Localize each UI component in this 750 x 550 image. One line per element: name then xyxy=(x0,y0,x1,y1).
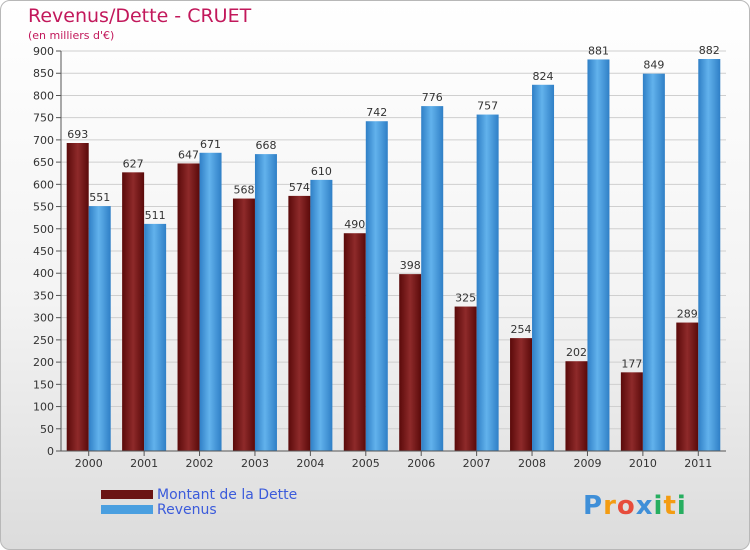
data-label-revenus: 668 xyxy=(255,139,276,152)
data-label-revenus: 824 xyxy=(533,70,554,83)
data-label-dette: 490 xyxy=(344,218,365,231)
data-label-revenus: 776 xyxy=(422,91,443,104)
data-label-dette: 202 xyxy=(566,346,587,359)
y-tick-label: 300 xyxy=(33,312,54,325)
data-label-dette: 647 xyxy=(178,148,199,161)
bar-revenus xyxy=(88,206,111,451)
bar-revenus xyxy=(254,154,277,451)
legend-label-debt: Montant de la Dette xyxy=(157,486,298,503)
logo-letter: i xyxy=(653,491,664,521)
data-label-dette: 325 xyxy=(455,292,476,305)
data-label-dette: 177 xyxy=(621,357,642,370)
legend-item-debt: Montant de la Dette xyxy=(101,486,298,503)
y-tick-label: 550 xyxy=(33,201,54,214)
bar-dette xyxy=(177,163,200,451)
data-label-dette: 574 xyxy=(289,181,310,194)
x-tick-label: 2009 xyxy=(573,457,601,470)
bar-dette xyxy=(565,361,588,451)
data-label-revenus: 742 xyxy=(366,106,387,119)
logo-letter: P xyxy=(583,491,604,521)
logo-letter: t xyxy=(663,491,677,521)
x-tick-label: 2011 xyxy=(684,457,712,470)
y-tick-label: 650 xyxy=(33,156,54,169)
x-tick-label: 2006 xyxy=(407,457,435,470)
y-tick-label: 350 xyxy=(33,289,54,302)
data-label-dette: 289 xyxy=(677,308,698,321)
bar-revenus xyxy=(421,106,444,451)
bar-revenus xyxy=(365,121,388,451)
y-tick-label: 500 xyxy=(33,223,54,236)
x-tick-label: 2010 xyxy=(629,457,657,470)
logo-letter: x xyxy=(635,491,654,521)
data-label-dette: 693 xyxy=(67,128,88,141)
bar-dette xyxy=(676,322,699,451)
x-tick-label: 2000 xyxy=(75,457,103,470)
bar-revenus xyxy=(144,223,167,451)
legend-swatch-revenus xyxy=(101,505,153,514)
y-tick-label: 900 xyxy=(33,45,54,58)
y-tick-label: 400 xyxy=(33,267,54,280)
data-label-dette: 254 xyxy=(511,323,532,336)
bar-dette xyxy=(454,306,477,451)
data-label-revenus: 511 xyxy=(145,209,166,222)
y-tick-label: 800 xyxy=(33,89,54,102)
data-label-revenus: 610 xyxy=(311,165,332,178)
x-tick-label: 2001 xyxy=(130,457,158,470)
bar-revenus xyxy=(642,73,665,452)
bar-revenus xyxy=(310,179,333,451)
y-tick-label: 150 xyxy=(33,378,54,391)
y-tick-label: 0 xyxy=(47,445,54,458)
legend: Montant de la Dette Revenus xyxy=(101,486,298,518)
legend-item-revenus: Revenus xyxy=(101,501,297,518)
bar-dette xyxy=(620,372,643,451)
x-tick-label: 2005 xyxy=(352,457,380,470)
chart-title: Revenus/Dette - CRUET xyxy=(28,5,252,27)
bar-dette xyxy=(343,233,366,451)
y-tick-label: 850 xyxy=(33,67,54,80)
x-tick-label: 2007 xyxy=(463,457,491,470)
y-tick-label: 600 xyxy=(33,178,54,191)
bar-revenus xyxy=(476,114,499,452)
y-tick-label: 100 xyxy=(33,401,54,414)
y-tick-label: 700 xyxy=(33,134,54,147)
legend-swatch-debt xyxy=(101,490,153,499)
bar-dette xyxy=(66,143,89,451)
data-label-dette: 627 xyxy=(123,157,144,170)
data-label-revenus: 882 xyxy=(699,44,720,57)
bar-dette xyxy=(232,198,255,451)
data-label-dette: 398 xyxy=(400,259,421,272)
logo-letter: o xyxy=(616,491,636,521)
y-tick-label: 50 xyxy=(40,423,54,436)
proxiti-logo: Proxiti xyxy=(583,491,687,521)
y-tick-label: 450 xyxy=(33,245,54,258)
bar-revenus xyxy=(199,152,222,451)
bar-revenus xyxy=(698,59,721,451)
bar-revenus xyxy=(532,84,555,452)
chart-subtitle: (en milliers d'€) xyxy=(28,29,115,42)
data-label-revenus: 671 xyxy=(200,138,221,151)
data-label-dette: 568 xyxy=(233,184,254,197)
data-label-revenus: 881 xyxy=(588,44,609,57)
logo-letter: r xyxy=(603,491,617,521)
data-label-revenus: 849 xyxy=(643,59,664,72)
bar-revenus xyxy=(587,59,610,451)
x-tick-label: 2003 xyxy=(241,457,269,470)
x-tick-label: 2008 xyxy=(518,457,546,470)
bar-dette xyxy=(399,274,422,451)
legend-label-revenus: Revenus xyxy=(157,501,217,518)
data-label-revenus: 757 xyxy=(477,100,498,113)
y-tick-label: 750 xyxy=(33,112,54,125)
bar-dette xyxy=(510,338,533,451)
x-tick-label: 2002 xyxy=(186,457,214,470)
bar-dette xyxy=(288,195,311,451)
data-label-revenus: 551 xyxy=(89,191,110,204)
y-tick-label: 200 xyxy=(33,356,54,369)
bar-dette xyxy=(122,172,145,452)
x-tick-label: 2004 xyxy=(296,457,324,470)
logo-letter: i xyxy=(676,491,687,521)
y-tick-label: 250 xyxy=(33,334,54,347)
